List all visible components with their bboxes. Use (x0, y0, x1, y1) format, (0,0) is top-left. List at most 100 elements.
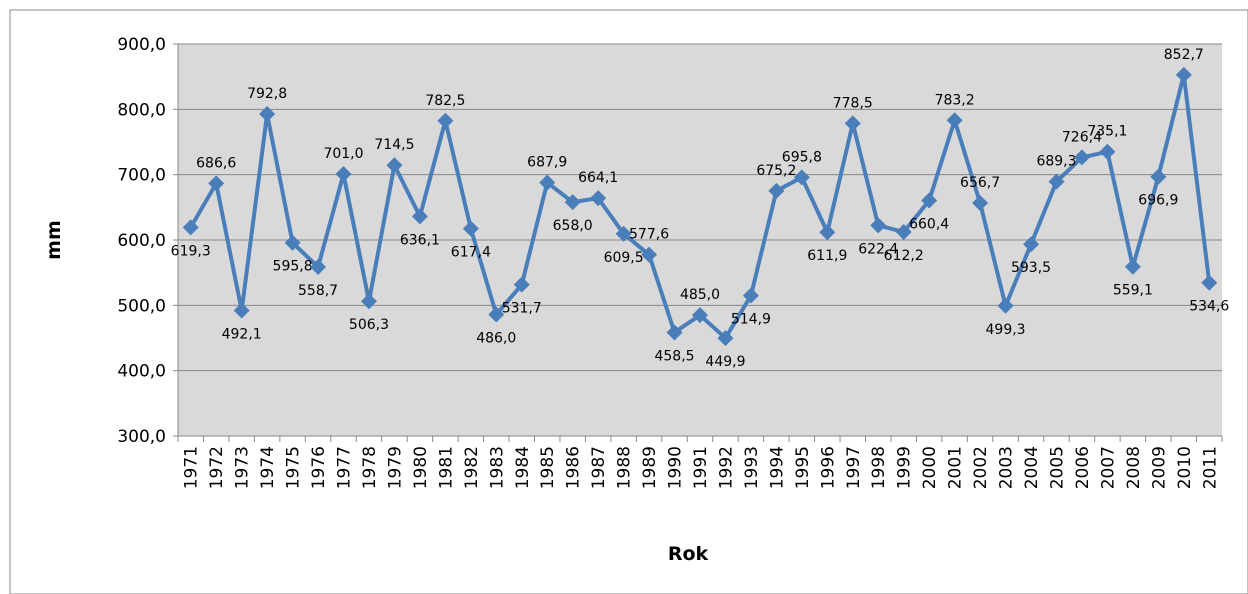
marker (513, 276, 530, 293)
data-label: 611,9 (807, 248, 847, 264)
data-label: 449,9 (705, 354, 745, 370)
marker (590, 190, 607, 207)
x-tick-label: 2005 (1047, 446, 1067, 489)
x-axis-label: Rok (668, 543, 709, 565)
data-label: 531,7 (502, 301, 542, 317)
x-tick-label: 2008 (1124, 446, 1144, 489)
x-tick-label: 2011 (1200, 446, 1220, 489)
x-tick-label: 1983 (487, 446, 507, 489)
marker (462, 220, 479, 237)
data-label: 612,2 (884, 248, 924, 264)
x-tick-label: 2001 (946, 446, 966, 489)
y-tick-label: 300,0 (117, 427, 166, 447)
data-label: 689,3 (1036, 154, 1076, 170)
x-tick-label: 1975 (284, 446, 304, 489)
data-label: 636,1 (400, 232, 440, 248)
marker (742, 287, 759, 304)
marker (360, 293, 377, 310)
y-axis-label: mm (43, 220, 65, 260)
y-tick-label: 900,0 (117, 35, 166, 55)
x-tick-label: 1984 (513, 446, 533, 489)
x-tick-label: 2002 (971, 446, 991, 489)
x-tick-label: 1985 (538, 446, 558, 489)
marker (1124, 258, 1141, 275)
x-tick-label: 1974 (258, 446, 278, 489)
x-tick-label: 1977 (335, 446, 355, 489)
x-tick-label: 1990 (666, 446, 686, 489)
marker (310, 258, 327, 275)
x-tick-label: 1988 (615, 446, 635, 489)
marker (844, 115, 861, 132)
data-label: 735,1 (1087, 124, 1127, 140)
x-tick-label: 1981 (436, 446, 456, 489)
x-tick-label: 1973 (233, 446, 253, 489)
data-label: 778,5 (833, 95, 873, 111)
x-tick-label: 1987 (589, 446, 609, 489)
x-tick-label: 1980 (411, 446, 431, 489)
x-tick-label: 2009 (1149, 446, 1169, 489)
data-label: 617,4 (451, 245, 491, 261)
marker (284, 234, 301, 251)
x-tick-label: 1979 (385, 446, 405, 489)
marker (692, 307, 708, 324)
x-tick-label: 1986 (564, 446, 584, 489)
x-tick-label: 2006 (1073, 446, 1093, 489)
y-tick-label: 400,0 (117, 362, 166, 382)
marker (539, 174, 556, 191)
data-label: 514,9 (731, 312, 771, 328)
data-label: 783,2 (935, 92, 975, 108)
data-label: 687,9 (527, 155, 567, 171)
frame (9, 9, 1248, 594)
data-label: 619,3 (171, 243, 211, 259)
marker (411, 208, 428, 225)
marker (641, 246, 658, 263)
data-label: 534,6 (1189, 299, 1229, 315)
marker (1099, 143, 1116, 160)
marker (793, 169, 810, 186)
x-tick-label: 1998 (869, 446, 889, 489)
x-tick-label: 1989 (640, 446, 660, 489)
x-tick-label: 2007 (1098, 446, 1118, 489)
marker (870, 217, 887, 234)
x-tick-label: 1992 (716, 446, 736, 489)
data-label: 622,4 (858, 241, 898, 257)
x-tick-label: 1997 (844, 446, 864, 489)
marker (615, 225, 632, 242)
data-label: 593,5 (1011, 260, 1051, 276)
data-label: 506,3 (349, 317, 389, 333)
x-tick-label: 1991 (691, 446, 711, 489)
marker (564, 194, 581, 211)
marker (437, 112, 454, 129)
data-label: 696,9 (1138, 193, 1178, 209)
marker (946, 112, 963, 129)
marker (1023, 236, 1040, 253)
data-label: 726,4 (1062, 129, 1102, 145)
x-tick-label: 2003 (997, 446, 1017, 489)
data-label: 458,5 (654, 348, 694, 364)
data-label: 792,8 (247, 86, 287, 102)
x-tick-label: 1976 (309, 446, 329, 489)
data-label: 486,0 (476, 330, 516, 346)
data-label: 656,7 (960, 175, 1000, 191)
marker (666, 324, 683, 341)
x-tick-label: 1994 (767, 446, 787, 489)
marker (972, 194, 989, 211)
marker (997, 297, 1014, 314)
y-tick-label: 500,0 (117, 296, 166, 316)
marker (921, 192, 938, 209)
data-label: 664,1 (578, 170, 618, 186)
marker (1201, 274, 1218, 291)
data-label: 499,3 (986, 322, 1026, 338)
marker (335, 166, 352, 183)
x-tick-label: 1982 (462, 446, 482, 489)
data-label: 558,7 (298, 283, 338, 299)
marker (182, 219, 199, 236)
marker (717, 330, 734, 347)
x-tick-label: 1972 (207, 446, 227, 489)
x-tick-label: 1993 (742, 446, 762, 489)
marker (233, 302, 250, 319)
data-label: 485,0 (680, 287, 720, 303)
x-tick-label: 1999 (895, 446, 915, 489)
data-label: 714,5 (374, 137, 414, 153)
